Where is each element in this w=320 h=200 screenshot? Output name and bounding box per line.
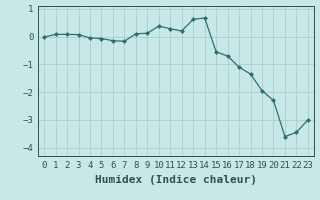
X-axis label: Humidex (Indice chaleur): Humidex (Indice chaleur)	[95, 175, 257, 185]
